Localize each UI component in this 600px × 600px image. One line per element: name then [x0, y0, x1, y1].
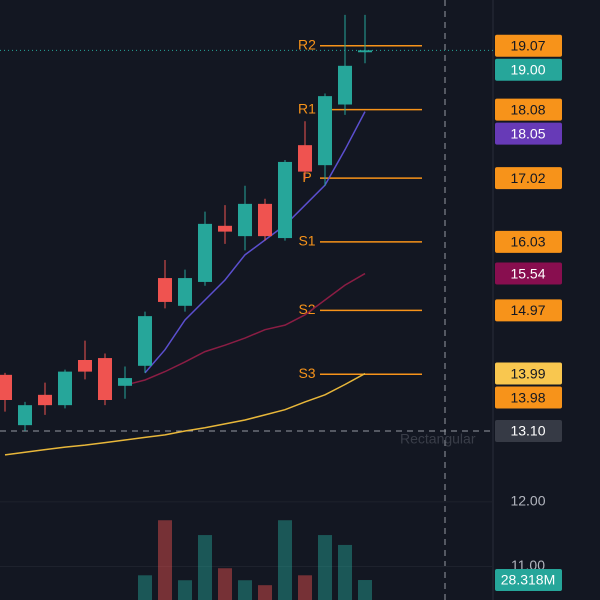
- candle-body: [0, 374, 12, 400]
- volume-bar: [238, 580, 252, 600]
- pivot-label: S1: [298, 233, 315, 249]
- candle-body: [118, 378, 132, 386]
- price-tag: [495, 362, 562, 385]
- candle-body: [38, 394, 52, 406]
- moving-average: [144, 111, 366, 374]
- candle-body: [178, 278, 192, 306]
- moving-average: [4, 372, 366, 456]
- candle-body: [278, 161, 292, 239]
- price-tag-label: 19.07: [510, 38, 545, 54]
- candle-body: [78, 360, 92, 372]
- price-tag-label: 15.54: [510, 265, 545, 281]
- price-tag: [495, 167, 562, 190]
- price-tag: [495, 386, 562, 409]
- volume-bar: [358, 580, 372, 600]
- tooltip: Rectangular: [400, 431, 476, 447]
- volume-bar: [158, 520, 172, 600]
- candle-body: [358, 50, 372, 53]
- volume-bar: [298, 575, 312, 600]
- volume-bar: [338, 544, 352, 600]
- pivot-label: S3: [298, 365, 315, 381]
- price-tag: [495, 58, 562, 81]
- pivot-label: R2: [298, 37, 316, 53]
- candle-body: [298, 145, 312, 172]
- price-tag: [495, 262, 562, 285]
- candle-body: [318, 96, 332, 166]
- pivot-label: P: [302, 169, 311, 185]
- candle-body: [218, 225, 232, 232]
- price-tag-label: 13.99: [510, 365, 545, 381]
- price-tag-label: 16.03: [510, 234, 545, 250]
- volume-bar: [258, 585, 272, 600]
- candle-body: [238, 203, 252, 237]
- price-tag-label: 18.08: [510, 101, 545, 117]
- price-tag: [495, 230, 562, 253]
- volume-tag: [495, 569, 562, 592]
- price-tag-label: 18.05: [510, 125, 545, 141]
- y-tick-label: 12.00: [510, 493, 545, 509]
- price-tag-label: 13.98: [510, 389, 545, 405]
- candle-body: [258, 203, 272, 237]
- price-tag: [495, 122, 562, 145]
- candle-body: [338, 65, 352, 105]
- volume-bar: [318, 535, 332, 600]
- price-tag-label: 17.02: [510, 170, 545, 186]
- candle-body: [98, 358, 112, 400]
- volume-bar: [278, 520, 292, 600]
- pivot-label: R1: [298, 100, 316, 116]
- volume-bar: [138, 575, 152, 600]
- price-tag: [495, 299, 562, 322]
- candle-body: [138, 316, 152, 366]
- candle-body: [58, 371, 72, 406]
- volume-bar: [218, 568, 232, 600]
- price-tag-label: 19.00: [510, 62, 545, 78]
- price-tag: [495, 34, 562, 57]
- price-tag: [495, 98, 562, 121]
- candle-body: [158, 278, 172, 302]
- price-tag-label: 14.97: [510, 302, 545, 318]
- candle-body: [198, 223, 212, 282]
- volume-bar: [178, 580, 192, 600]
- price-tag: [495, 419, 562, 442]
- price-tag-label: 13.10: [510, 423, 545, 439]
- candle-body: [18, 405, 32, 426]
- moving-average: [124, 272, 366, 386]
- volume-tag-label: 28.318M: [501, 572, 555, 588]
- pivot-label: S2: [298, 301, 315, 317]
- volume-bar: [198, 535, 212, 600]
